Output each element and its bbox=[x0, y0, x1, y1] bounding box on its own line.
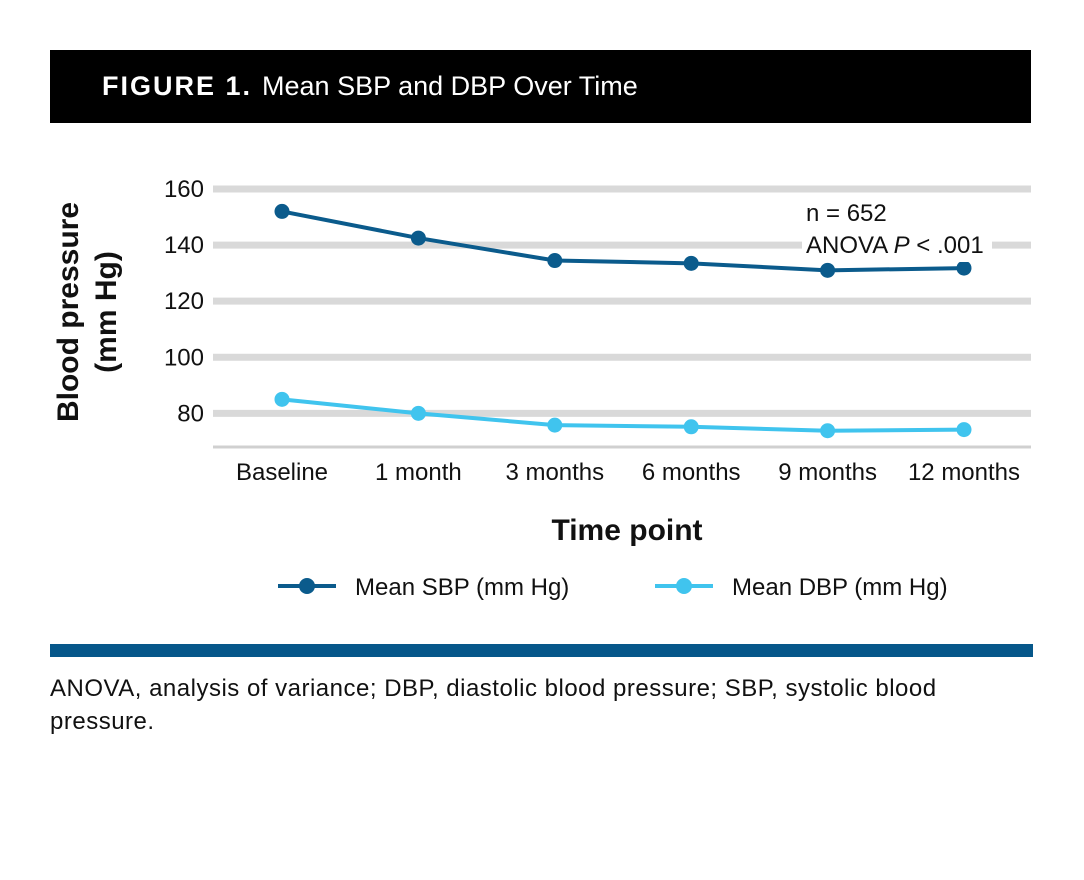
footnote: ANOVA, analysis of variance; DBP, diasto… bbox=[50, 675, 937, 735]
data-point bbox=[410, 230, 426, 246]
annotation-background bbox=[802, 228, 992, 262]
x-tick-labels: Baseline 1 month 3 months 6 months 9 months 1… bbox=[236, 459, 1020, 486]
grid-lines bbox=[213, 185, 1031, 449]
x-axis-label: Time point bbox=[551, 514, 702, 547]
y-axis-unit-label: (mm Hg) bbox=[90, 251, 123, 373]
legend-label-1: Mean DBP (mm Hg) bbox=[732, 574, 948, 601]
legend-label-0: Mean SBP (mm Hg) bbox=[355, 574, 569, 601]
annotation: n = 652 ANOVA P < .001 bbox=[802, 200, 992, 262]
legend-swatch-marker-0 bbox=[299, 578, 315, 594]
annotation-anova: ANOVA P < .001 bbox=[806, 232, 984, 259]
annotation-sample-size: n = 652 bbox=[806, 200, 887, 227]
divider-rule bbox=[50, 644, 1033, 657]
data-point bbox=[547, 417, 563, 433]
figure-title: Mean SBP and DBP Over Time bbox=[262, 71, 638, 101]
x-tick-label: Baseline bbox=[236, 459, 328, 486]
data-point bbox=[820, 262, 836, 278]
data-point bbox=[683, 419, 699, 435]
y-tick-label-120: 120 bbox=[164, 288, 204, 315]
y-tick-label-80: 80 bbox=[177, 400, 204, 427]
figure-label: FIGURE 1. bbox=[102, 71, 253, 101]
y-tick-label-140: 140 bbox=[164, 232, 204, 259]
line-chart: 80 100 120 140 160 Baseline 1 month 3 months 6 … bbox=[52, 176, 1031, 601]
data-point bbox=[956, 422, 972, 438]
figure-header: FIGURE 1. Mean SBP and DBP Over Time bbox=[50, 50, 1031, 123]
data-point bbox=[547, 253, 563, 269]
x-tick-label: 6 months bbox=[642, 459, 741, 486]
data-point bbox=[683, 255, 699, 271]
data-point bbox=[956, 260, 972, 276]
legend: Mean SBP (mm Hg) Mean DBP (mm Hg) bbox=[278, 574, 948, 601]
x-tick-label: 3 months bbox=[505, 459, 604, 486]
series-line-1 bbox=[281, 397, 965, 433]
y-tick-label-100: 100 bbox=[164, 344, 204, 371]
annotation-anova-prefix: ANOVA bbox=[806, 232, 894, 259]
y-tick-labels: 80 100 120 140 160 bbox=[164, 176, 204, 427]
y-axis-label: Blood pressure bbox=[52, 202, 85, 422]
series-group bbox=[274, 203, 972, 439]
x-tick-label: 1 month bbox=[375, 459, 462, 486]
series-line-0 bbox=[281, 209, 965, 273]
data-point bbox=[274, 391, 290, 407]
annotation-p-value: < .001 bbox=[910, 232, 984, 259]
x-tick-label: 9 months bbox=[778, 459, 877, 486]
annotation-p-italic: P bbox=[894, 232, 910, 259]
legend-swatch-marker-1 bbox=[676, 578, 692, 594]
x-tick-label: 12 months bbox=[908, 459, 1020, 486]
y-tick-label-160: 160 bbox=[164, 176, 204, 203]
data-point bbox=[410, 405, 426, 421]
data-point bbox=[820, 423, 836, 439]
data-point bbox=[274, 203, 290, 219]
